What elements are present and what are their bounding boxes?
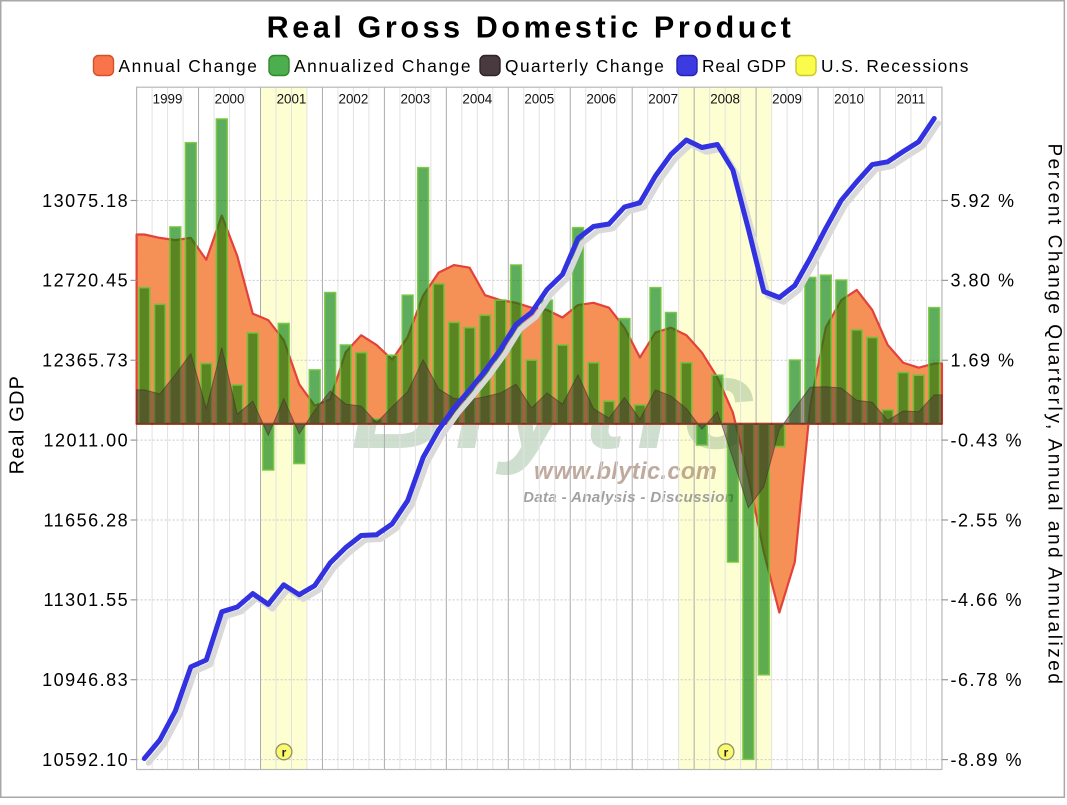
svg-text:2007: 2007: [648, 92, 678, 107]
svg-text:3.80 %: 3.80 %: [951, 271, 1016, 291]
svg-text:2006: 2006: [586, 92, 616, 107]
svg-text:-4.66 %: -4.66 %: [951, 590, 1024, 610]
svg-text:10592.10: 10592.10: [42, 750, 129, 770]
svg-text:Real Gross Domestic Product: Real Gross Domestic Product: [267, 11, 795, 45]
svg-text:12365.73: 12365.73: [42, 351, 129, 371]
svg-text:2004: 2004: [462, 92, 492, 107]
svg-text:Quarterly Change: Quarterly Change: [505, 56, 665, 76]
svg-text:1.69 %: 1.69 %: [951, 351, 1016, 371]
svg-text:Percent Change Quarterly, Annu: Percent Change Quarterly, Annual and Ann…: [1044, 143, 1065, 686]
svg-text:1999: 1999: [153, 92, 183, 107]
svg-text:2011: 2011: [897, 92, 926, 107]
svg-text:2001: 2001: [277, 92, 307, 107]
svg-text:-8.89 %: -8.89 %: [951, 750, 1024, 770]
svg-text:2000: 2000: [215, 92, 245, 107]
svg-text:U.S. Recessions: U.S. Recessions: [821, 56, 970, 76]
svg-text:2002: 2002: [339, 92, 369, 107]
svg-text:13075.18: 13075.18: [42, 191, 129, 211]
svg-text:Real GDP: Real GDP: [7, 375, 29, 475]
svg-text:2005: 2005: [524, 92, 554, 107]
svg-text:-0.43 %: -0.43 %: [951, 430, 1024, 450]
svg-text:-2.55 %: -2.55 %: [951, 510, 1024, 530]
svg-text:www.blytic.com: www.blytic.com: [534, 458, 717, 485]
svg-text:11301.55: 11301.55: [43, 590, 129, 610]
svg-text:2008: 2008: [710, 92, 740, 107]
svg-text:Annual Change: Annual Change: [119, 56, 259, 76]
svg-text:12011.00: 12011.00: [43, 430, 129, 450]
svg-text:2003: 2003: [400, 92, 430, 107]
svg-text:-6.78 %: -6.78 %: [951, 670, 1024, 690]
svg-text:12720.45: 12720.45: [42, 271, 129, 291]
svg-text:2009: 2009: [772, 92, 802, 107]
svg-text:r: r: [724, 745, 729, 759]
svg-text:11656.28: 11656.28: [43, 510, 129, 530]
svg-text:10946.83: 10946.83: [42, 670, 129, 690]
svg-text:5.92 %: 5.92 %: [951, 191, 1016, 211]
svg-text:Annualized Change: Annualized Change: [294, 56, 472, 76]
svg-text:r: r: [282, 745, 287, 759]
svg-text:Real GDP: Real GDP: [702, 56, 787, 76]
svg-text:2010: 2010: [834, 92, 864, 107]
svg-text:Data - Analysis - Discussion: Data - Analysis - Discussion: [523, 489, 734, 506]
